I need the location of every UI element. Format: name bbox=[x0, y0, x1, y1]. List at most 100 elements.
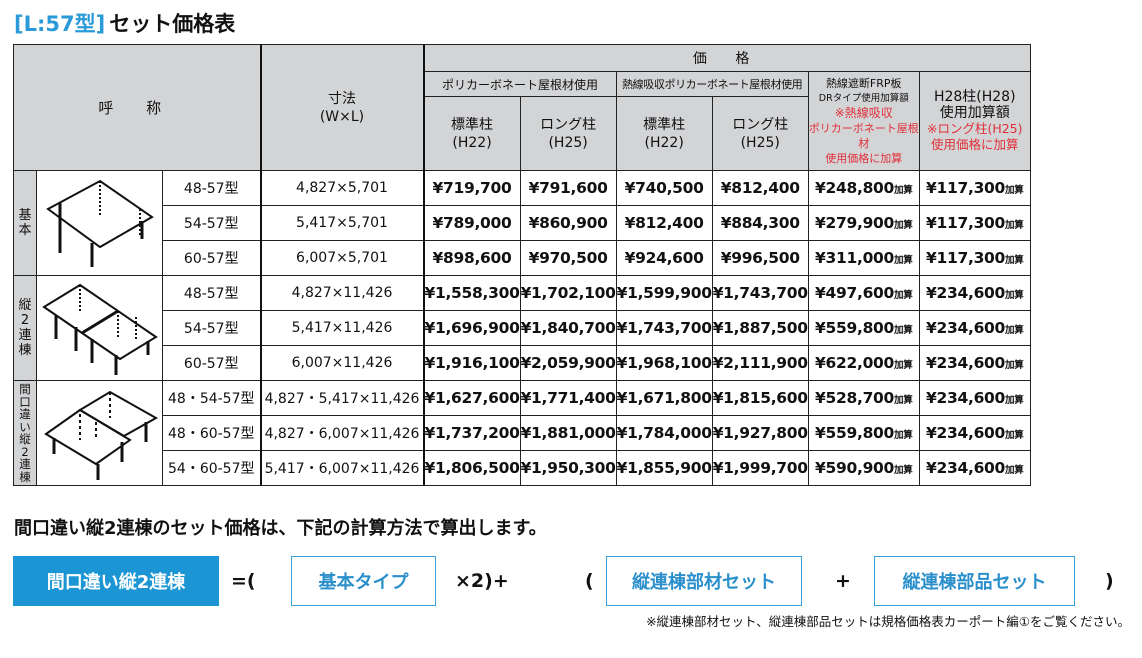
size-cell: 5,417・6,007×11,426 bbox=[259, 450, 424, 486]
amount: ¥234,600 bbox=[926, 319, 1006, 337]
price-cell: ¥1,916,100 bbox=[422, 345, 521, 381]
formula-parts-set: 縦連棟部品セット bbox=[874, 556, 1075, 606]
h28-line1: H28柱(H28) bbox=[933, 89, 1016, 105]
amount: ¥497,600 bbox=[815, 284, 895, 302]
long-label: ロング柱 bbox=[540, 116, 597, 133]
add-suffix: 加算 bbox=[1005, 430, 1024, 441]
amount: ¥234,600 bbox=[926, 459, 1006, 477]
group-char: 2 bbox=[20, 313, 30, 328]
h28-note2: 使用価格に加算 bbox=[930, 137, 1019, 152]
frp-note2: ポリカーボネート屋根材 bbox=[808, 122, 919, 150]
carport-double-diagram bbox=[36, 275, 163, 381]
amount: ¥234,600 bbox=[926, 424, 1006, 442]
header-size: 寸法 (W×L) bbox=[259, 44, 424, 171]
add-suffix: 加算 bbox=[894, 360, 913, 371]
model-cell: 48-57型 bbox=[162, 170, 261, 206]
group-char: 2 bbox=[21, 444, 29, 459]
group-char: 違 bbox=[19, 407, 31, 421]
table-row: 54・60-57型 5,417・6,007×11,426 ¥1,806,500 … bbox=[14, 450, 1031, 486]
amount: ¥559,800 bbox=[815, 319, 895, 337]
formula-close-paren: ) bbox=[1105, 570, 1114, 592]
price-cell: ¥1,999,700 bbox=[711, 450, 809, 486]
table-row: 48・60-57型 4,827・6,007×11,426 ¥1,737,200 … bbox=[14, 415, 1031, 451]
h28-line2: 使用加算額 bbox=[939, 105, 1010, 121]
model-cell: 48-57型 bbox=[162, 275, 261, 311]
group-label-basic: 基本 bbox=[13, 170, 37, 276]
frp-add-cell: ¥590,900加算 bbox=[807, 450, 920, 486]
price-cell: ¥1,627,600 bbox=[422, 380, 521, 416]
add-suffix: 加算 bbox=[1005, 395, 1024, 406]
frp-line2: DRタイプ使用加算額 bbox=[818, 93, 909, 104]
formula-result: 間口違い縦2連棟 bbox=[13, 556, 219, 606]
group-char: 棟 bbox=[18, 343, 32, 358]
header-size-unit: (W×L) bbox=[319, 108, 365, 125]
add-suffix: 加算 bbox=[894, 220, 913, 231]
table-row: 基本 48-57型 4,827×5,701 ¥719,700 ¥791,600 … bbox=[13, 170, 1031, 276]
h28-add-cell: ¥117,300加算 bbox=[918, 205, 1031, 241]
header-group-heat-absorb: 熱線吸収ポリカーボネート屋根材使用 bbox=[615, 71, 809, 97]
price-cell: ¥1,784,000 bbox=[615, 415, 713, 451]
amount: ¥248,800 bbox=[815, 179, 895, 197]
h28-add-cell: ¥234,600加算 bbox=[918, 380, 1031, 416]
price-cell: ¥924,600 bbox=[615, 240, 713, 276]
table-row: 54-57型 5,417×5,701 ¥789,000 ¥860,900 ¥81… bbox=[14, 205, 1031, 241]
price-cell: ¥1,558,300 bbox=[422, 275, 521, 311]
header-frp: 熱線遮断FRP板 DRタイプ使用加算額 ※熱線吸収 ポリカーボネート屋根材 使用… bbox=[807, 71, 920, 171]
header-poly-std: 標準柱 (H22) bbox=[422, 96, 521, 171]
size-cell: 4,827×11,426 bbox=[259, 275, 424, 311]
h28-note1: ※ロング柱(H25) bbox=[926, 121, 1023, 136]
amount: ¥559,800 bbox=[815, 424, 895, 442]
h28-add-cell: ¥234,600加算 bbox=[918, 345, 1031, 381]
std-sub: (H22) bbox=[644, 134, 684, 151]
footnote: ※縦連棟部材セット、縦連棟部品セットは規格価格表カーポート編①をご覧ください。 bbox=[646, 614, 1130, 629]
frp-add-cell: ¥497,600加算 bbox=[807, 275, 920, 311]
group-char: 口 bbox=[19, 394, 31, 409]
std-sub: (H22) bbox=[452, 134, 492, 151]
amount: ¥528,700 bbox=[815, 389, 895, 407]
size-cell: 6,007×5,701 bbox=[259, 240, 424, 276]
model-cell: 54-57型 bbox=[162, 310, 261, 346]
frp-add-cell: ¥248,800加算 bbox=[807, 170, 920, 206]
price-cell: ¥1,840,700 bbox=[519, 310, 617, 346]
amount: ¥117,300 bbox=[926, 249, 1006, 267]
carport-double-icon bbox=[41, 283, 158, 375]
frp-add-cell: ¥279,900加算 bbox=[807, 205, 920, 241]
frp-add-cell: ¥528,700加算 bbox=[807, 380, 920, 416]
add-suffix: 加算 bbox=[1005, 290, 1024, 301]
formula-open-paren: ( bbox=[585, 570, 594, 592]
price-cell: ¥1,968,100 bbox=[615, 345, 713, 381]
price-cell: ¥791,600 bbox=[519, 170, 617, 206]
h28-add-cell: ¥117,300加算 bbox=[918, 240, 1031, 276]
price-cell: ¥1,887,500 bbox=[711, 310, 809, 346]
price-cell: ¥2,111,900 bbox=[711, 345, 809, 381]
add-suffix: 加算 bbox=[894, 185, 913, 196]
amount: ¥117,300 bbox=[926, 214, 1006, 232]
long-label: ロング柱 bbox=[732, 116, 789, 133]
model-cell: 48・54-57型 bbox=[162, 380, 261, 416]
price-table: 呼 称 寸法 (W×L) 価 格 ポリカーボネート屋根材使用 熱線吸収ポリカーボ… bbox=[13, 44, 1031, 486]
table-row: 54-57型 5,417×11,426 ¥1,696,900 ¥1,840,70… bbox=[14, 310, 1031, 346]
header-heat-long: ロング柱 (H25) bbox=[711, 96, 809, 171]
amount: ¥234,600 bbox=[926, 354, 1006, 372]
price-cell: ¥1,806,500 bbox=[422, 450, 521, 486]
carport-mixed-diagram bbox=[36, 380, 163, 486]
group-char: い bbox=[19, 419, 31, 434]
formula-equals-open: =( bbox=[231, 570, 256, 592]
price-cell: ¥898,600 bbox=[422, 240, 521, 276]
group-char: 棟 bbox=[19, 469, 31, 484]
group-char: 間 bbox=[19, 382, 31, 396]
size-cell: 4,827×5,701 bbox=[259, 170, 424, 206]
price-cell: ¥1,737,200 bbox=[422, 415, 521, 451]
amount: ¥590,900 bbox=[815, 459, 895, 477]
frp-add-cell: ¥622,000加算 bbox=[807, 345, 920, 381]
add-suffix: 加算 bbox=[894, 430, 913, 441]
price-cell: ¥996,500 bbox=[711, 240, 809, 276]
title-text: セット価格表 bbox=[109, 12, 236, 36]
model-cell: 48・60-57型 bbox=[162, 415, 261, 451]
size-cell: 5,417×11,426 bbox=[259, 310, 424, 346]
header-group-polycarbonate: ポリカーボネート屋根材使用 bbox=[422, 71, 617, 97]
group-char: 連 bbox=[18, 328, 32, 343]
add-suffix: 加算 bbox=[894, 325, 913, 336]
price-cell: ¥1,702,100 bbox=[519, 275, 617, 311]
